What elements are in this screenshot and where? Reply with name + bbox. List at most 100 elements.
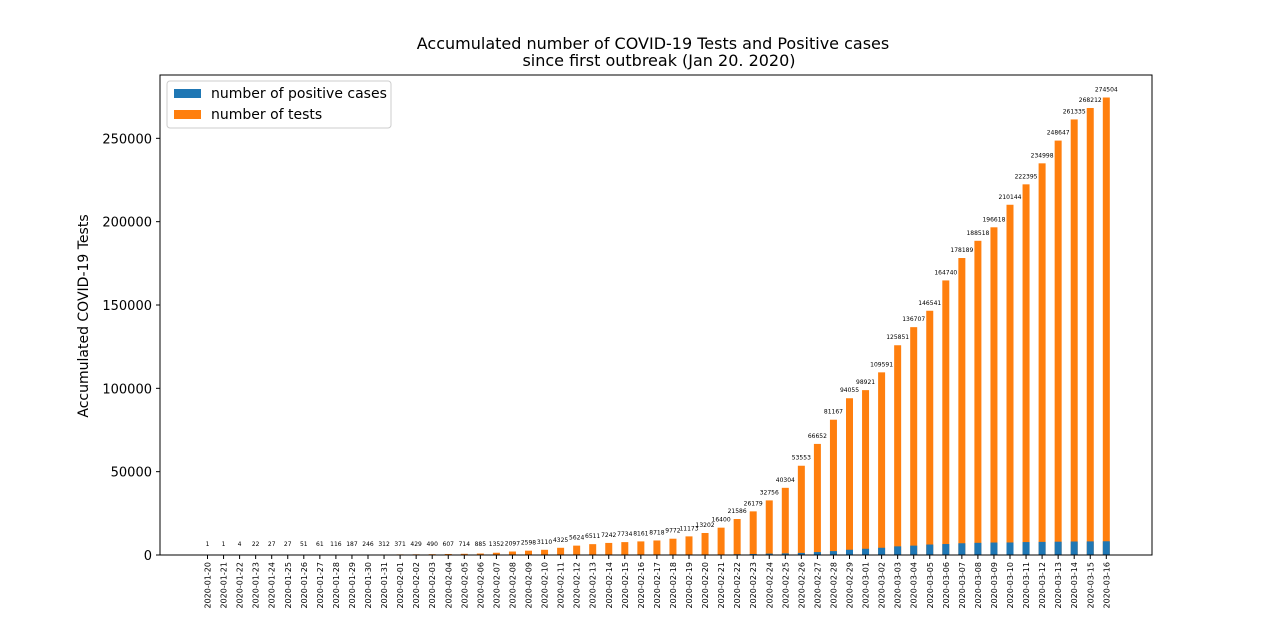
- x-tick-label: 2020-02-27: [813, 562, 822, 609]
- data-labels-layer: 1 1 4 22 27 27 51 61 116 187 246 312 371 429 490 607 714…: [206, 86, 1118, 548]
- bar-tests: [1006, 204, 1014, 555]
- x-tick-label: 2020-03-10: [1006, 562, 1015, 609]
- x-tick-label: 2020-02-07: [492, 562, 501, 609]
- x-tick-label: 2020-02-20: [701, 562, 710, 609]
- data-label-tests: 13202: [696, 522, 715, 529]
- data-label-tests: 248647: [1047, 130, 1070, 137]
- data-label-tests: 222395: [1015, 173, 1038, 180]
- data-label-tests: 2598: [521, 540, 536, 547]
- bar-tests: [621, 542, 629, 555]
- bar-positive: [1022, 542, 1030, 555]
- data-label-tests: 246: [362, 541, 374, 548]
- data-label-tests: 116: [330, 541, 342, 548]
- data-label-tests: 261335: [1063, 108, 1086, 115]
- data-label-tests: 98921: [856, 379, 875, 386]
- x-tick-label: 2020-03-03: [894, 562, 903, 609]
- bar-tests: [508, 551, 516, 555]
- data-label-tests: 2097: [505, 541, 520, 548]
- x-tick-label: 2020-02-05: [460, 562, 469, 609]
- bar-positive: [1038, 541, 1046, 555]
- data-label-tests: 136707: [902, 316, 925, 323]
- x-tick-label: 2020-02-02: [412, 562, 421, 609]
- x-tick-label: 2020-01-31: [380, 562, 389, 609]
- y-axis: 0 50000 100000 150000 200000 250000: [102, 132, 160, 564]
- bar-tests: [1086, 107, 1094, 555]
- data-label-tests: 11173: [679, 525, 698, 532]
- x-tick-label: 2020-02-28: [829, 562, 838, 609]
- x-tick-label: 2020-02-10: [541, 562, 550, 609]
- data-label-tests: 4325: [553, 537, 568, 544]
- bar-tests: [910, 327, 918, 555]
- x-tick-label: 2020-02-15: [621, 562, 630, 609]
- bar-tests: [1022, 184, 1030, 555]
- bar-tests: [894, 345, 902, 555]
- data-label-tests: 61: [316, 541, 324, 548]
- bar-tests: [829, 419, 837, 555]
- legend: number of positive cases number of tests: [166, 80, 392, 129]
- data-label-tests: 26179: [744, 500, 763, 507]
- bar-positive: [1006, 542, 1014, 555]
- x-tick-label: 2020-02-18: [669, 562, 678, 609]
- x-tick-label: 2020-01-23: [252, 562, 261, 609]
- bar-tests: [492, 552, 500, 555]
- data-label-tests: 32756: [760, 489, 779, 496]
- bar-tests: [813, 443, 821, 555]
- x-axis: 2020-01-20 2020-01-21 2020-01-22 2020-01-23…: [204, 555, 1111, 609]
- bar-positive: [974, 542, 982, 555]
- data-label-tests: 51: [300, 541, 308, 548]
- data-label-tests: 7242: [601, 532, 616, 539]
- x-tick-label: 2020-02-11: [557, 562, 566, 609]
- x-tick-label: 2020-02-26: [797, 562, 806, 609]
- x-tick-label: 2020-03-13: [1054, 562, 1063, 609]
- data-label-tests: 94055: [840, 387, 859, 394]
- x-tick-label: 2020-02-03: [428, 562, 437, 609]
- bar-positive: [797, 552, 805, 555]
- bar-tests: [637, 541, 645, 555]
- data-label-tests: 210144: [999, 194, 1022, 201]
- data-label-tests: 6511: [585, 533, 600, 540]
- bar-positive: [813, 552, 821, 555]
- data-label-tests: 27: [284, 541, 292, 548]
- bar-positive: [1070, 541, 1078, 555]
- x-tick-label: 2020-02-24: [765, 562, 774, 609]
- bar-tests: [765, 500, 773, 555]
- legend-box: [166, 80, 392, 129]
- bar-positive: [878, 547, 886, 555]
- x-tick-label: 2020-03-12: [1038, 562, 1047, 609]
- x-tick-label: 2020-03-04: [910, 562, 919, 609]
- x-tick-label: 2020-02-09: [525, 562, 534, 609]
- data-label-tests: 16400: [712, 517, 731, 524]
- x-tick-label: 2020-02-21: [717, 562, 726, 609]
- bar-tests: [1070, 119, 1078, 556]
- x-tick-label: 2020-03-09: [990, 562, 999, 609]
- bar-tests: [797, 465, 805, 555]
- x-tick-label: 2020-01-30: [364, 562, 373, 609]
- y-tick-label: 0: [144, 549, 152, 564]
- y-tick-label: 150000: [102, 299, 152, 314]
- data-label-tests: 5624: [569, 535, 584, 542]
- data-label-tests: 429: [410, 541, 422, 548]
- x-tick-label: 2020-01-22: [236, 562, 245, 609]
- data-label-tests: 312: [378, 541, 390, 548]
- x-tick-label: 2020-01-20: [204, 562, 213, 609]
- x-tick-label: 2020-02-06: [476, 562, 485, 609]
- data-label-tests: 164740: [934, 269, 957, 276]
- data-label-tests: 53553: [792, 455, 811, 462]
- bar-positive: [1102, 541, 1110, 555]
- bar-positive: [894, 546, 902, 555]
- x-tick-label: 2020-03-01: [862, 562, 871, 609]
- bar-positive: [862, 548, 870, 555]
- bar-tests: [974, 240, 982, 555]
- bar-positive: [990, 542, 998, 555]
- data-label-tests: 66652: [808, 433, 827, 440]
- bar-tests: [669, 538, 677, 555]
- bar-positive: [846, 549, 853, 555]
- data-label-tests: 146541: [918, 300, 941, 307]
- data-label-tests: 3110: [537, 539, 552, 546]
- data-label-tests: 885: [475, 541, 487, 548]
- x-tick-label: 2020-03-02: [878, 562, 887, 609]
- data-label-tests: 81167: [824, 409, 843, 416]
- bar-positive: [1086, 541, 1094, 555]
- bar-tests: [701, 532, 709, 555]
